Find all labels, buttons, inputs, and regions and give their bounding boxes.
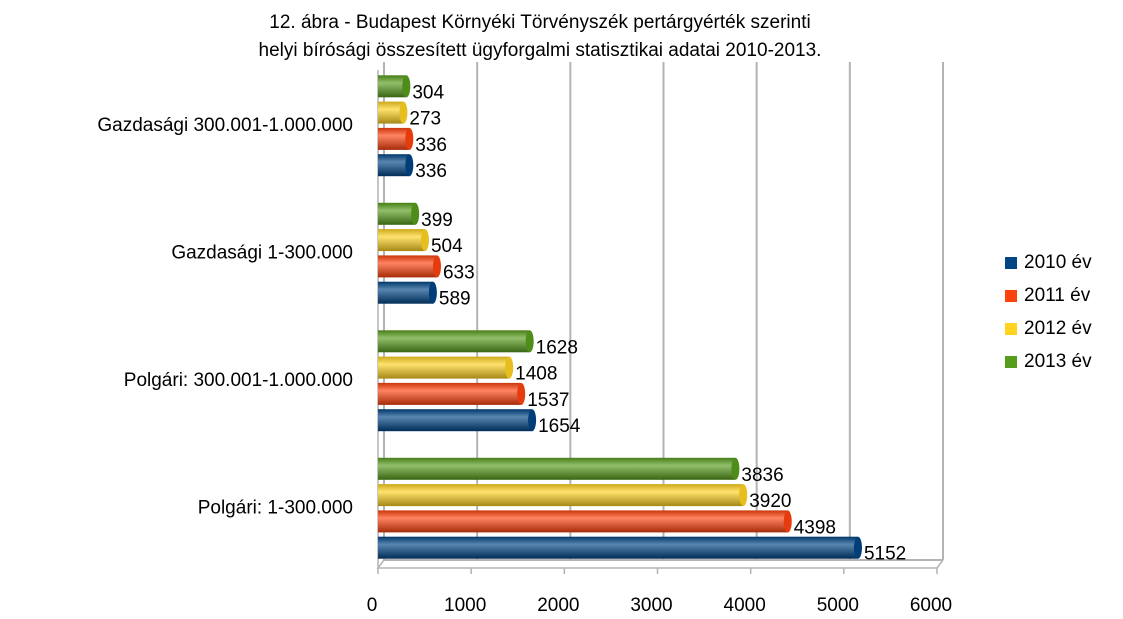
bar [378, 536, 858, 559]
legend-label: 2012 év [1024, 318, 1092, 339]
bar [378, 127, 410, 150]
bar [378, 409, 533, 432]
bar-cap [853, 536, 862, 559]
data-label: 5152 [864, 544, 906, 565]
y-tick-label: Gazdasági 1-300.000 [171, 242, 353, 263]
bar-cap [411, 202, 420, 225]
y-tick-label: Polgári: 1-300.000 [198, 497, 353, 518]
data-label: 4398 [794, 517, 836, 538]
data-label: 304 [412, 82, 444, 103]
data-label: 589 [439, 289, 471, 310]
data-label: 3836 [741, 465, 783, 486]
data-label: 399 [421, 210, 453, 231]
legend-swatch [1005, 290, 1017, 302]
bar-cap [405, 127, 414, 150]
bar [378, 255, 437, 278]
legend-swatch [1005, 356, 1017, 368]
x-tick-label: 0 [367, 595, 378, 616]
x-tick-label: 2000 [537, 595, 579, 616]
legend-swatch [1005, 323, 1017, 335]
bar-cap [731, 457, 740, 480]
bar [378, 202, 416, 225]
chart-title: 12. ábra - Budapest Környéki Törvényszék… [269, 12, 810, 33]
data-label: 1628 [536, 337, 578, 358]
legend-label: 2011 év [1024, 285, 1091, 306]
y-tick-label: Gazdasági 300.001-1.000.000 [97, 115, 353, 136]
bar-cap [402, 75, 411, 98]
legend-label: 2013 év [1024, 351, 1092, 372]
data-label: 273 [409, 109, 441, 130]
bar-cap [528, 409, 537, 432]
bar-cap [739, 484, 748, 507]
bar [378, 382, 522, 405]
bar-cap [428, 281, 437, 304]
bar-cap [505, 356, 514, 379]
data-label: 336 [415, 161, 447, 182]
bar [378, 484, 744, 507]
data-label: 1654 [538, 416, 581, 437]
data-label: 1408 [515, 364, 557, 385]
bar-cap [405, 154, 414, 177]
bar [378, 330, 530, 353]
bar-cap [432, 255, 441, 278]
bar-cap [399, 101, 408, 124]
bar [378, 154, 410, 177]
legend-swatch [1005, 257, 1017, 269]
bar [378, 101, 404, 124]
bar-cap [783, 510, 792, 533]
bar [378, 510, 788, 533]
bar-cap [517, 382, 526, 405]
data-label: 633 [443, 262, 475, 283]
data-label: 336 [415, 135, 447, 156]
data-label: 3920 [749, 491, 791, 512]
bar [378, 75, 407, 98]
x-tick-label: 5000 [817, 595, 859, 616]
chart-title: helyi bírósági összesített ügyforgalmi s… [259, 40, 822, 61]
floor [376, 559, 944, 569]
x-tick-label: 6000 [910, 595, 952, 616]
bar-cap [525, 330, 534, 353]
x-tick-label: 3000 [630, 595, 672, 616]
x-tick-label: 4000 [724, 595, 766, 616]
data-label: 504 [431, 236, 463, 257]
data-label: 1537 [527, 390, 569, 411]
y-tick-label: Polgári: 300.001-1.000.000 [124, 370, 353, 391]
legend-label: 2010 év [1024, 252, 1092, 273]
bar-cap [420, 229, 429, 252]
x-tick-label: 1000 [444, 595, 486, 616]
bar [378, 229, 425, 252]
bar [378, 457, 736, 480]
bar [378, 356, 510, 379]
bar [378, 281, 433, 304]
